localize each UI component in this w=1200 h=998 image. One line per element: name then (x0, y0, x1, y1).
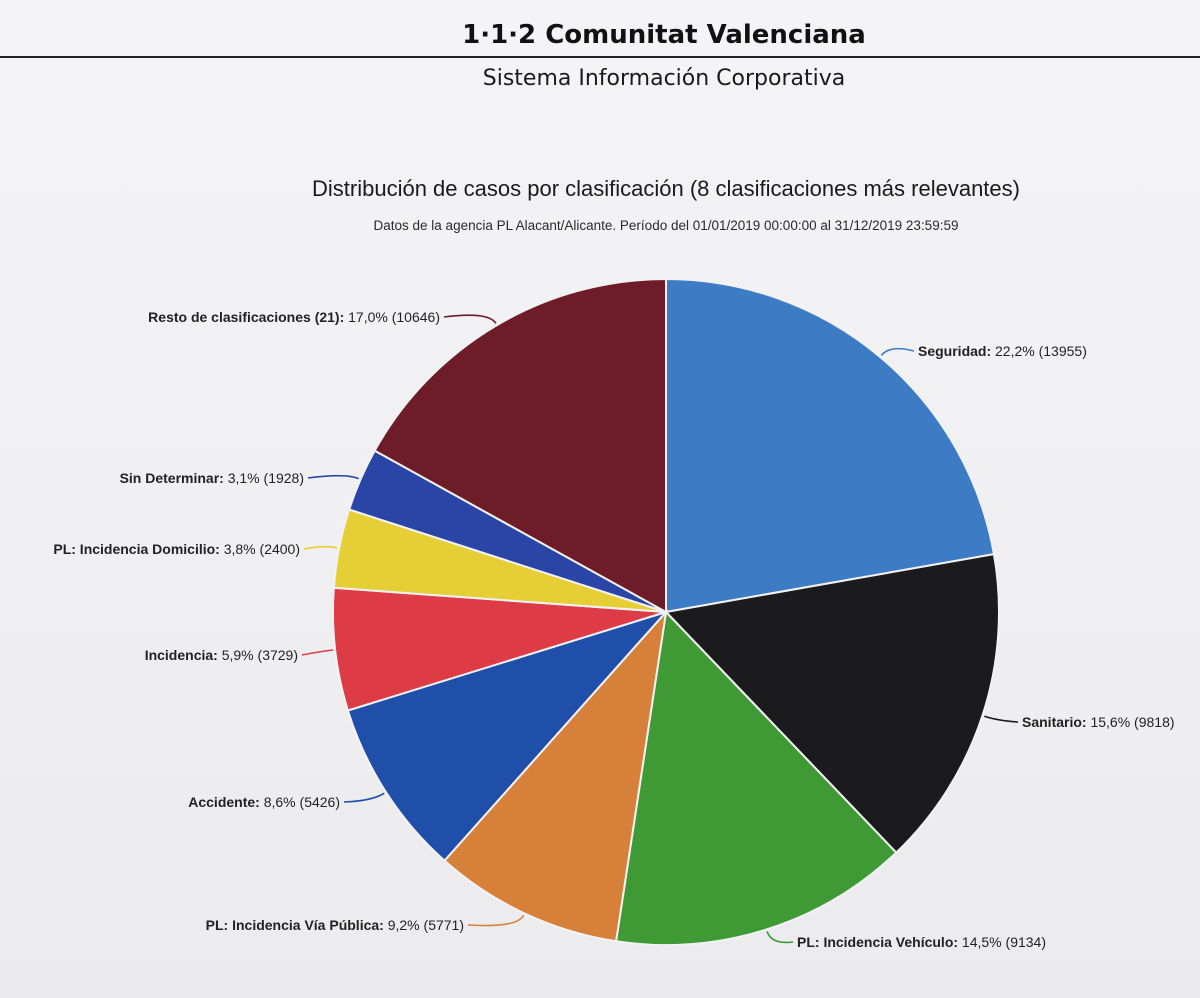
slice-value: (1928) (260, 470, 304, 486)
system-title: Sistema Información Corporativa (482, 66, 846, 91)
chart-subtitle: Datos de la agencia PL Alacant/Alicante.… (373, 218, 959, 233)
leader-line-9 (443, 314, 497, 324)
slice-value: (5771) (420, 917, 464, 933)
slice-percent: 5,9% (218, 647, 254, 663)
slice-percent: 3,1% (224, 470, 260, 486)
slice-category: Sanitario: (1022, 714, 1087, 730)
leader-line-5 (343, 792, 385, 803)
slice-category: PL: Incidencia Domicilio: (53, 541, 219, 557)
slice-value: (5426) (296, 794, 340, 810)
slice-value: (3729) (254, 647, 298, 663)
slice-label-1: Seguridad: 22,2% (13955) (918, 343, 1087, 359)
slice-percent: 15,6% (1087, 714, 1131, 730)
leader-line-3 (766, 931, 794, 944)
slice-value: (10646) (388, 309, 440, 325)
slice-value: (13955) (1035, 343, 1087, 359)
pie-slice-3 (614, 609, 898, 946)
slice-percent: 9,2% (384, 917, 420, 933)
slice-label-4: PL: Incidencia Vía Pública: 9,2% (5771) (206, 917, 464, 933)
leader-lines (301, 314, 1019, 944)
slice-percent: 22,2% (991, 343, 1035, 359)
slice-category: Resto de clasificaciones (21): (148, 309, 344, 325)
slice-label-8: Sin Determinar: 3,1% (1928) (120, 470, 304, 486)
pie-slice-4 (443, 608, 668, 943)
leader-line-7 (303, 545, 338, 550)
slice-category: Incidencia: (145, 647, 218, 663)
pie-slice-2 (663, 552, 1000, 855)
pie-slice-5 (346, 609, 670, 863)
slice-category: PL: Incidencia Vehículo: (797, 934, 958, 950)
pie-slice-1 (665, 277, 996, 614)
pie-slice-6 (332, 586, 667, 712)
header-divider (0, 56, 1200, 58)
slice-percent: 14,5% (958, 934, 1002, 950)
chart-title: Distribución de casos por clasificación … (312, 176, 1020, 201)
slice-percent: 8,6% (260, 794, 296, 810)
slice-labels: Seguridad: 22,2% (13955) Sanitario: 15,6%… (53, 309, 1174, 950)
slice-label-5: Accidente: 8,6% (5426) (188, 794, 340, 810)
leader-line-2 (984, 715, 1019, 723)
slice-label-6: Incidencia: 5,9% (3729) (145, 647, 298, 663)
leader-line-4 (467, 914, 525, 927)
slice-value: (2400) (256, 541, 300, 557)
leader-line-8 (307, 474, 360, 480)
slice-value: (9134) (1002, 934, 1046, 950)
slice-label-9: Resto de clasificaciones (21): 17,0% (10… (148, 309, 440, 325)
organization-title: 1·1·2 Comunitat Valenciana (462, 20, 866, 50)
slice-label-2: Sanitario: 15,6% (9818) (1022, 714, 1175, 730)
slice-label-3: PL: Incidencia Vehículo: 14,5% (9134) (797, 934, 1046, 950)
slice-label-7: PL: Incidencia Domicilio: 3,8% (2400) (53, 541, 300, 557)
slice-category: PL: Incidencia Vía Pública: (206, 917, 384, 933)
pie-slices (332, 277, 1000, 946)
pie-slice-9 (373, 277, 667, 614)
slice-category: Sin Determinar: (120, 470, 224, 486)
slice-value: (9818) (1130, 714, 1174, 730)
slice-category: Seguridad: (918, 343, 991, 359)
slice-percent: 17,0% (344, 309, 388, 325)
leader-line-6 (301, 649, 334, 656)
slice-percent: 3,8% (220, 541, 256, 557)
slice-category: Accidente: (188, 794, 260, 810)
leader-line-1 (880, 347, 915, 356)
